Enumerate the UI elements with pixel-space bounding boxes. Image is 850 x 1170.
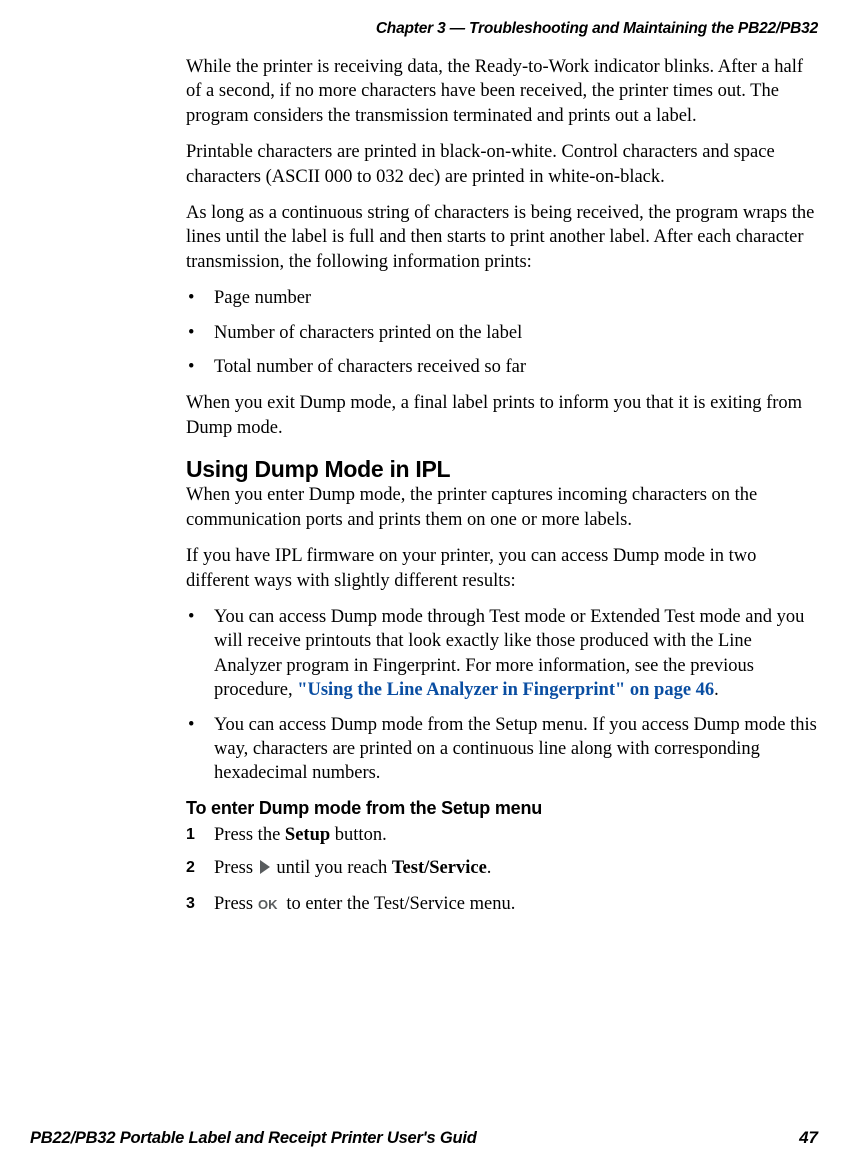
text-run: . <box>714 680 719 700</box>
step-item: 3 Press OK to enter the Test/Service men… <box>186 892 821 918</box>
paragraph: While the printer is receiving data, the… <box>186 55 821 128</box>
info-prints-list: Page number Number of characters printed… <box>186 286 821 379</box>
text-run: . <box>487 858 492 878</box>
paragraph: If you have IPL firmware on your printer… <box>186 544 821 593</box>
ui-label: Test/Service <box>392 858 487 878</box>
list-item: You can access Dump mode from the Setup … <box>186 713 821 786</box>
svg-text:OK: OK <box>258 897 278 911</box>
section-heading-dump-mode-ipl: Using Dump Mode in IPL <box>186 456 821 483</box>
procedure-heading: To enter Dump mode from the Setup menu <box>186 798 821 819</box>
page-number: 47 <box>799 1128 818 1148</box>
text-run: to enter the Test/Service menu. <box>282 894 516 914</box>
access-ways-list: You can access Dump mode through Test mo… <box>186 605 821 786</box>
right-chevron-icon <box>258 858 272 882</box>
step-number: 2 <box>186 857 195 878</box>
paragraph: Printable characters are printed in blac… <box>186 140 821 189</box>
text-run: Press the <box>214 825 285 845</box>
chapter-header: Chapter 3 — Troubleshooting and Maintain… <box>376 20 818 38</box>
ok-icon: OK <box>258 894 282 918</box>
step-number: 1 <box>186 824 195 845</box>
ui-label: Setup <box>285 825 330 845</box>
step-item: 2 Press until you reach Test/Service. <box>186 856 821 882</box>
paragraph: When you exit Dump mode, a final label p… <box>186 391 821 440</box>
step-number: 3 <box>186 893 195 914</box>
list-item: You can access Dump mode through Test mo… <box>186 605 821 703</box>
text-run: until you reach <box>272 858 392 878</box>
cross-reference-link[interactable]: "Using the Line Analyzer in Fingerprint"… <box>297 680 714 700</box>
paragraph: As long as a continuous string of charac… <box>186 201 821 274</box>
text-run: button. <box>330 825 387 845</box>
procedure-steps: 1 Press the Setup button. 2 Press until … <box>186 823 821 918</box>
paragraph: When you enter Dump mode, the printer ca… <box>186 483 821 532</box>
page-content: While the printer is receiving data, the… <box>186 55 821 927</box>
text-run: Press <box>214 894 258 914</box>
step-item: 1 Press the Setup button. <box>186 823 821 847</box>
text-run: Press <box>214 858 258 878</box>
list-item: Number of characters printed on the labe… <box>186 321 821 345</box>
footer-title: PB22/PB32 Portable Label and Receipt Pri… <box>30 1129 477 1148</box>
list-item: Total number of characters received so f… <box>186 355 821 379</box>
list-item: Page number <box>186 286 821 310</box>
